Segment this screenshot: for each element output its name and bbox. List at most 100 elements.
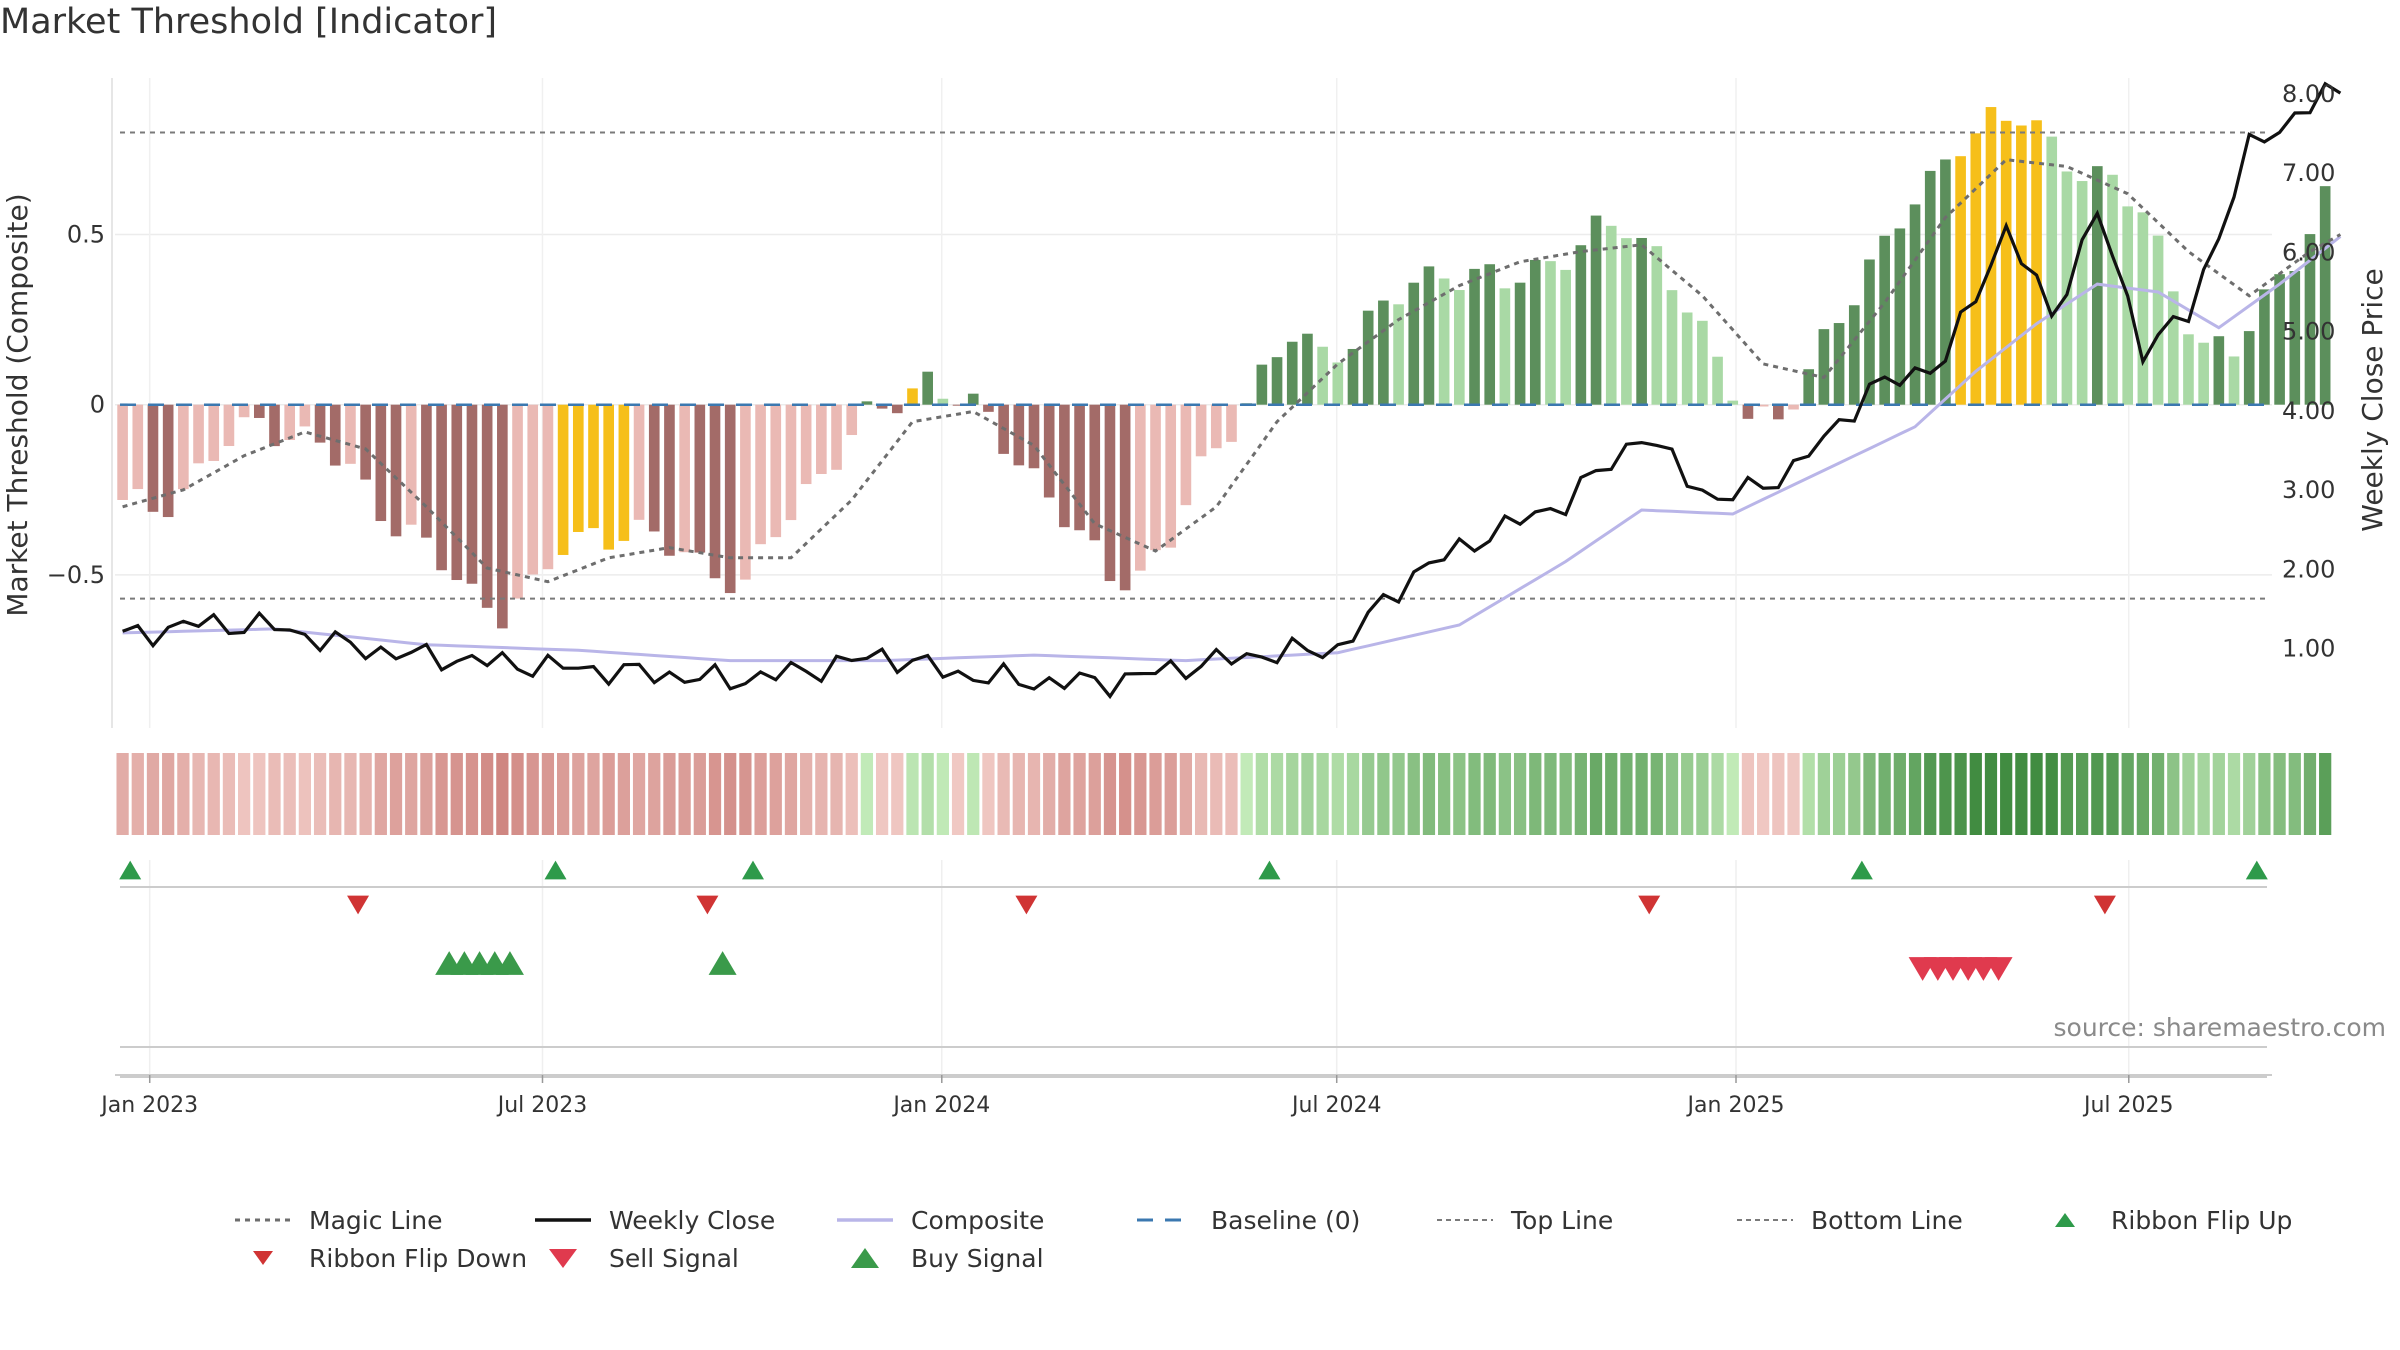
ribbon-cell — [815, 753, 828, 835]
composite-bar — [740, 404, 751, 580]
ribbon-cell — [2227, 753, 2241, 835]
composite-bar — [1317, 346, 1328, 405]
composite-bar — [1757, 404, 1769, 407]
composite-bar — [861, 401, 873, 405]
ribbon-cell — [2015, 753, 2028, 835]
ribbon-cell — [739, 753, 752, 835]
x-axis: Jan 2023 Jul 2023 Jan 2024 Jul 2024 Jan 2025… — [99, 1074, 2272, 1118]
ribbon-flip-down-marker — [1638, 895, 1661, 915]
ribbon-cell — [1908, 753, 1922, 835]
legend-swatch — [1737, 1219, 1793, 1221]
composite-bar — [1864, 259, 1875, 405]
composite-bar — [588, 404, 599, 529]
composite-bar — [314, 404, 326, 443]
ribbon-cell — [845, 753, 858, 835]
composite-bar — [1773, 404, 1784, 420]
y-right-tick-label: 4.00 — [2282, 397, 2335, 425]
composite-bar — [2183, 334, 2194, 405]
ribbon-cell — [253, 753, 266, 835]
composite-bar — [1408, 282, 1420, 405]
signal-markers — [119, 860, 2268, 1078]
ribbon-cell — [116, 753, 129, 835]
composite-bar — [1636, 237, 1647, 405]
legend-label: Magic Line — [309, 1205, 443, 1235]
axes: −0.5 0 0.5 1.00 2.00 3.00 4.00 5.00 6.00 7.00 8.00… — [1, 78, 2389, 728]
composite-bar — [1393, 304, 1404, 405]
buy-signal-marker — [495, 951, 524, 975]
ribbon-flip-up-marker — [544, 860, 567, 880]
ribbon-flip-up-marker — [119, 860, 142, 880]
ribbon-cell — [207, 753, 220, 835]
legend-swatch — [837, 1218, 893, 1222]
x-tick-label: Jan 2024 — [891, 1093, 990, 1118]
ribbon-flip-down-marker — [1015, 895, 1038, 915]
ribbon-cell — [2106, 753, 2119, 835]
ribbon-cell — [2303, 753, 2317, 835]
ribbon-cell — [1665, 753, 1679, 835]
ribbon-cell — [693, 753, 706, 835]
composite-bars — [117, 107, 2331, 629]
ribbon-cell — [632, 753, 646, 835]
ribbon-cell — [1984, 753, 1998, 835]
ribbon-cell — [1681, 753, 1694, 835]
ribbon-cell — [556, 753, 570, 835]
ribbon-cell — [906, 753, 919, 835]
ribbon-flip-up-marker — [1258, 860, 1281, 880]
ribbon-cell — [648, 753, 661, 835]
ribbon-cell — [177, 753, 190, 835]
composite-bar — [1347, 348, 1359, 405]
ribbon-cell — [2273, 753, 2286, 835]
legend-swatch — [253, 1251, 273, 1265]
ribbon-cell — [496, 753, 509, 835]
composite-bar — [253, 404, 265, 418]
ribbon-cell — [951, 753, 965, 835]
ribbon-cell — [1088, 753, 1101, 835]
ribbon-cell — [830, 753, 843, 835]
composite-bar — [299, 404, 311, 427]
composite-bar — [1469, 268, 1480, 405]
composite-bar — [1302, 333, 1313, 405]
composite-bar — [1985, 107, 1997, 405]
composite-bar — [2167, 291, 2179, 405]
composite-bar — [1454, 290, 1465, 405]
composite-bar — [2259, 289, 2270, 405]
composite-bar — [527, 404, 539, 575]
composite-bar — [785, 404, 797, 521]
ribbon-cell — [724, 753, 737, 835]
ribbon-cell — [1422, 753, 1436, 835]
composite-bar — [1332, 362, 1344, 405]
ribbon-cell — [526, 753, 539, 835]
composite-bar — [1195, 404, 1207, 457]
composite-bar — [1818, 329, 1830, 405]
ribbon-cell — [921, 753, 934, 835]
ribbon-cell — [1331, 753, 1344, 835]
composite-bar — [618, 404, 630, 541]
ribbon-cell — [1802, 753, 1815, 835]
composite-bar — [1955, 156, 1966, 405]
composite-bar — [800, 404, 812, 485]
ribbon-cell — [678, 753, 691, 835]
ribbon-cell — [784, 753, 798, 835]
ribbon-cell — [329, 753, 342, 835]
composite-bar — [1165, 404, 1177, 548]
ribbon-cell — [1620, 753, 1633, 835]
y-right-tick-label: 5.00 — [2282, 318, 2335, 346]
ribbon-cell — [617, 753, 630, 835]
x-tick-label: Jul 2025 — [2082, 1093, 2174, 1118]
line-series — [120, 81, 2342, 700]
composite-bar — [983, 404, 994, 412]
composite-bar — [831, 404, 842, 470]
ribbon-cell — [1134, 753, 1147, 835]
ribbon-cell — [602, 753, 615, 835]
market-threshold-chart: −0.5 0 0.5 1.00 2.00 3.00 4.00 5.00 6.00 7.00 8.00… — [1, 78, 2389, 1118]
composite-bar — [1940, 159, 1951, 405]
ribbon-cell — [1012, 753, 1025, 835]
ribbon-cell — [1164, 753, 1177, 835]
ribbon-cell — [1316, 753, 1329, 835]
composite-bar — [846, 404, 858, 436]
buy-signal-marker — [708, 951, 737, 975]
composite-bar — [1089, 404, 1101, 541]
composite-bar — [497, 404, 508, 629]
composite-bar — [1833, 323, 1845, 405]
composite-bar — [1135, 404, 1146, 571]
